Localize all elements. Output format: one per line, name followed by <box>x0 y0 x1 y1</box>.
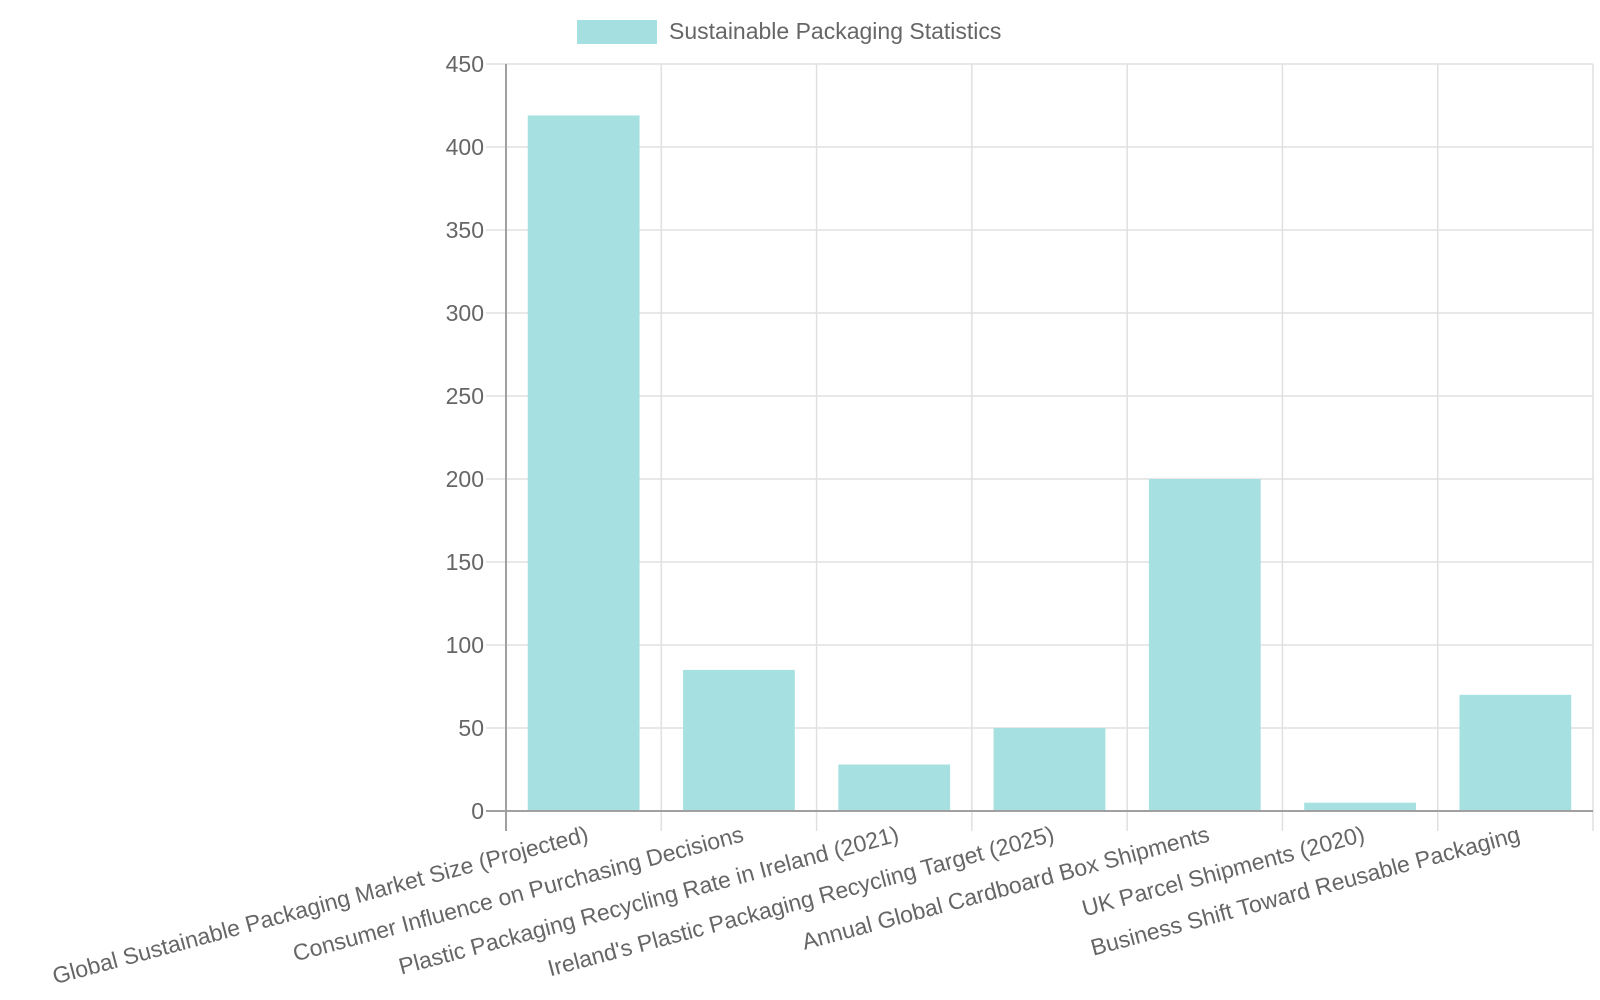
y-tick-label: 150 <box>446 549 484 575</box>
bar[interactable] <box>838 764 951 811</box>
y-tick-label: 250 <box>446 383 484 409</box>
y-tick-label: 200 <box>446 466 484 492</box>
bar[interactable] <box>993 728 1106 811</box>
legend-swatch <box>577 19 657 44</box>
y-axis-ticks: 0 50 100 150 200 250 300 350 400 450 <box>446 51 484 824</box>
y-tick-label: 350 <box>446 217 484 243</box>
y-tick-label: 450 <box>446 51 484 77</box>
bars <box>527 115 1572 811</box>
axes <box>486 64 1593 831</box>
bar[interactable] <box>527 115 640 811</box>
bar[interactable] <box>1148 479 1261 811</box>
x-axis-labels: Global Sustainable Packaging Market Size… <box>50 821 1523 989</box>
y-tick-label: 0 <box>471 798 484 824</box>
grid-lines <box>486 63 1594 831</box>
y-tick-label: 50 <box>458 715 484 741</box>
bar[interactable] <box>1304 802 1416 811</box>
bar[interactable] <box>683 669 795 811</box>
y-tick-label: 300 <box>446 300 484 326</box>
y-tick-label: 100 <box>446 632 484 658</box>
bar[interactable] <box>1459 694 1572 811</box>
legend-label: Sustainable Packaging Statistics <box>669 18 1002 44</box>
y-tick-label: 400 <box>446 134 484 160</box>
chart-legend[interactable]: Sustainable Packaging Statistics <box>577 18 1001 45</box>
